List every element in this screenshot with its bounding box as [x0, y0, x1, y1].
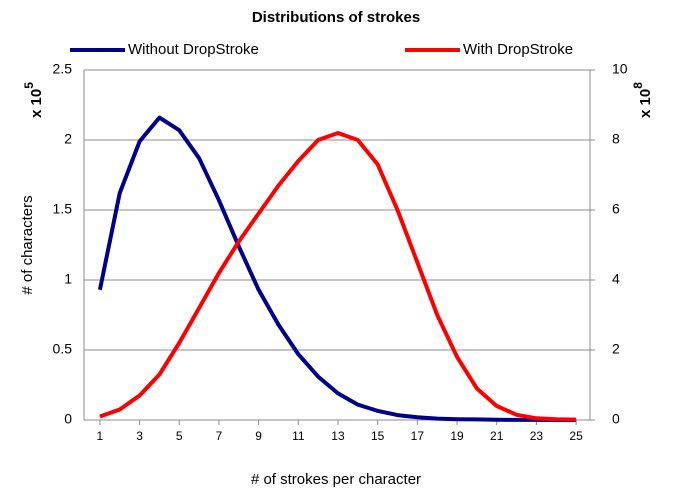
y2-tick-label: 2 [612, 341, 620, 357]
x-tick-label: 25 [569, 429, 583, 443]
x-tick-label: 17 [411, 429, 425, 443]
y2-tick-label: 4 [612, 271, 620, 287]
y-tick-label: 2 [64, 131, 72, 147]
x-tick-label: 5 [176, 429, 183, 443]
y-multiplier: x 105 [22, 82, 45, 118]
x-tick-label: 9 [255, 429, 262, 443]
y-multiplier-base: x 10 [28, 89, 45, 118]
y-tick-label: 1.5 [53, 201, 73, 217]
x-tick-label: 19 [450, 429, 464, 443]
y2-tick-label: 6 [612, 201, 620, 217]
x-axis-label: # of strokes per character [251, 471, 421, 488]
x-tick-label: 23 [530, 429, 544, 443]
y2-tick-label: 0 [612, 411, 620, 427]
x-tick-label: 15 [371, 429, 385, 443]
y-multiplier-exp: 5 [22, 82, 36, 89]
x-tick-label: 21 [490, 429, 504, 443]
x-tick-label: 13 [331, 429, 345, 443]
y2-multiplier-base: x 10 [637, 89, 654, 118]
series-line [97, 115, 577, 422]
y-tick-label: 0 [64, 411, 72, 427]
y2-tick-label: 8 [612, 131, 620, 147]
legend-label: With DropStroke [463, 41, 573, 58]
y-axis-label: # of characters [19, 195, 36, 294]
x-tick-label: 3 [136, 429, 143, 443]
x-tick-label: 1 [97, 429, 104, 443]
x-tick-label: 11 [292, 429, 305, 443]
y-tick-label: 0.5 [53, 341, 73, 357]
y2-tick-label: 10 [612, 61, 628, 77]
legend-label: Without DropStroke [128, 41, 259, 58]
chart-title: Distributions of strokes [252, 9, 420, 26]
series-line [99, 131, 577, 422]
y2-multiplier-exp: 8 [631, 82, 645, 89]
x-tick-label: 7 [216, 429, 223, 443]
y2-multiplier: x 108 [631, 82, 654, 118]
y-tick-label: 1 [64, 271, 72, 287]
y-tick-label: 2.5 [53, 61, 73, 77]
